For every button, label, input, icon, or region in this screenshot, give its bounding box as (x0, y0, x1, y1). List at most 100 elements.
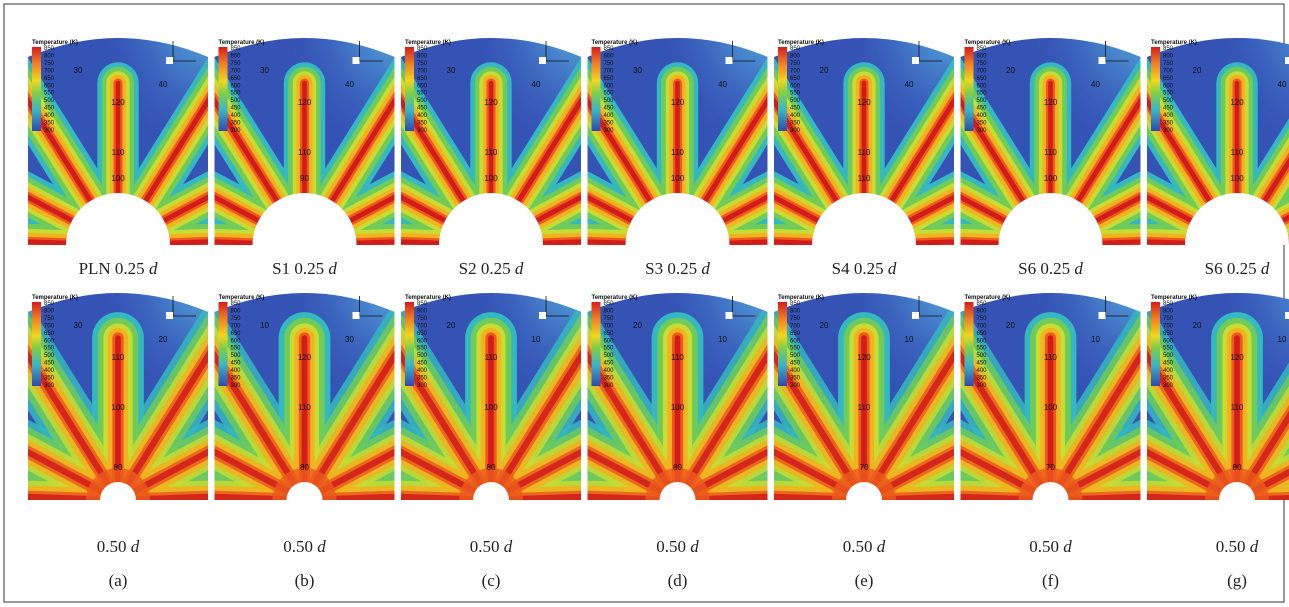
jet-ray (876, 374, 954, 495)
colorbar-tick-label: 600 (790, 338, 801, 344)
caption-unit: d (149, 259, 158, 278)
cylinder (252, 193, 357, 245)
contour-label: 80 (114, 463, 123, 472)
colorbar-tick-label: 550 (1163, 346, 1174, 352)
colorbar-tick-label: 500 (790, 98, 801, 104)
colorbar-tick-label: 650 (604, 331, 615, 337)
cylinder (473, 482, 509, 500)
panel-caption: S4 0.25 d (832, 259, 897, 278)
colorbar-tick-label: 700 (604, 68, 615, 74)
colorbar-tick-label: 700 (977, 68, 988, 74)
jet-ray (960, 120, 1008, 224)
colorbar-tick-label: 350 (44, 121, 55, 127)
caption-label: S6 0.25 (1018, 259, 1070, 278)
colorbar-tick-label: 350 (604, 376, 615, 382)
jet-ray (702, 38, 768, 204)
jet-ray (1147, 487, 1223, 500)
jet-ray (124, 293, 208, 488)
contour-label: 120 (857, 353, 871, 362)
colorbar-tick-label: 850 (604, 46, 615, 52)
jet-ray (726, 233, 768, 245)
jet-ray (774, 293, 858, 488)
axis-icon-box (1285, 312, 1289, 319)
jet-ray (130, 374, 208, 495)
caption-unit: d (131, 537, 140, 556)
colorbar-tick-label: 850 (417, 46, 428, 52)
contour-label: 40 (345, 80, 354, 89)
jet-ray (774, 233, 815, 245)
colorbar-tick-label: 800 (977, 308, 988, 314)
colorbar-tick-label: 500 (604, 98, 615, 104)
contour-label: 100 (1230, 174, 1244, 183)
colorbar-tick-label: 850 (977, 301, 988, 307)
caption-label: S3 0.25 (645, 259, 697, 278)
colorbar-tick-label: 750 (231, 61, 242, 67)
contour-label: 40 (905, 80, 914, 89)
contour-label: 100 (671, 403, 685, 412)
caption-unit: d (1261, 259, 1270, 278)
colorbar-tick-label: 550 (977, 91, 988, 97)
jet-ray (329, 38, 395, 204)
colorbar-tick-label: 650 (604, 76, 615, 82)
colorbar-tick-label: 500 (604, 353, 615, 359)
colorbar-tick-label: 800 (604, 53, 615, 59)
jet-ray (960, 233, 1002, 245)
contour-label: 10 (1091, 335, 1100, 344)
colorbar-tick-label: 500 (977, 98, 988, 104)
colorbar-tick-label: 750 (977, 316, 988, 322)
contour-label: 80 (487, 463, 496, 472)
contour-panel (28, 38, 208, 245)
colorbar-tick-label: 700 (231, 68, 242, 74)
contour-label: 110 (485, 148, 498, 157)
jet-ray (774, 374, 852, 495)
colorbar-tick-label: 600 (1163, 83, 1174, 89)
cylinder (286, 482, 323, 500)
panel-letter: (b) (295, 571, 315, 590)
colorbar-title: Temperature (K) (1151, 295, 1197, 301)
jet-ray (587, 120, 635, 224)
colorbar-tick-label: 450 (44, 106, 55, 112)
cylinder (1219, 482, 1255, 500)
colorbar-tick-label: 400 (417, 368, 428, 374)
contour-label: 100 (111, 403, 125, 412)
jet-ray (720, 120, 768, 224)
colorbar-tick-label: 550 (231, 346, 242, 352)
colorbar-tick-label: 450 (417, 361, 428, 367)
axis-icon-box (912, 57, 919, 64)
contour-panel (28, 293, 208, 500)
caption-label: S2 0.25 (459, 259, 511, 278)
colorbar-tick-label: 300 (604, 128, 615, 134)
jet-ray (1262, 38, 1289, 204)
jet-ray (960, 487, 1036, 500)
colorbar (964, 47, 974, 131)
colorbar-title: Temperature (K) (778, 40, 824, 46)
colorbar-tick-label: 600 (231, 338, 242, 344)
axis-icon-box (912, 312, 919, 319)
colorbar-tick-label: 400 (604, 113, 615, 119)
colorbar-tick-label: 400 (44, 368, 55, 374)
jet-ray (401, 487, 477, 500)
colorbar-tick-label: 550 (417, 91, 428, 97)
jet-ray (347, 120, 395, 224)
jet-ray (692, 487, 768, 500)
contour-label: 30 (74, 66, 83, 75)
colorbar-tick-label: 350 (977, 121, 988, 127)
contour-label: 110 (485, 353, 498, 362)
colorbar-tick-label: 600 (231, 83, 242, 89)
colorbar-tick-label: 750 (790, 316, 801, 322)
caption-unit: d (888, 259, 897, 278)
caption-unit: d (701, 259, 710, 278)
panel-caption: 0.50 d (470, 537, 513, 556)
contour-label: 40 (718, 80, 727, 89)
contour-label: 20 (820, 321, 829, 330)
contour-label: 70 (860, 463, 869, 472)
colorbar-tick-label: 550 (790, 91, 801, 97)
contour-label: 110 (112, 148, 125, 157)
axis-icon-box (1098, 312, 1106, 319)
colorbar-tick-label: 450 (1163, 361, 1174, 367)
caption-unit: d (690, 537, 699, 556)
colorbar-tick-label: 400 (417, 113, 428, 119)
colorbar (778, 302, 787, 386)
jet-ray (214, 487, 290, 500)
contour-label: 20 (1006, 321, 1015, 330)
